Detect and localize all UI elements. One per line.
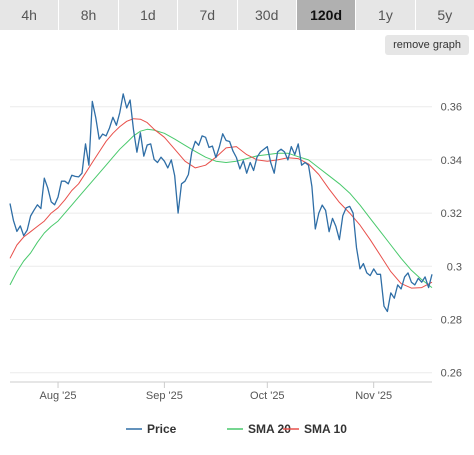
- sma-10-line: [9, 118, 433, 289]
- tab-8h[interactable]: 8h: [59, 0, 119, 30]
- y-tick-label: 0.34: [441, 155, 462, 167]
- timeframe-tabs: 4h 8h 1d 7d 30d 120d 1y 5y: [0, 0, 474, 30]
- y-axis: 0.26 0.28 0.3 0.32 0.34 0.36: [441, 102, 462, 380]
- legend-item-price[interactable]: Price: [147, 422, 177, 436]
- tab-4h[interactable]: 4h: [0, 0, 60, 30]
- tab-1d[interactable]: 1d: [118, 0, 179, 30]
- tab-30d[interactable]: 30d: [237, 0, 297, 30]
- x-tick-label: Aug '25: [40, 390, 77, 402]
- y-tick-label: 0.3: [447, 261, 462, 273]
- remove-graph-button[interactable]: remove graph: [385, 35, 469, 55]
- grid: [10, 106, 432, 374]
- legend-item-sma-10[interactable]: SMA 10: [304, 422, 347, 436]
- tab-120d[interactable]: 120d: [296, 0, 357, 30]
- y-tick-label: 0.32: [441, 208, 462, 220]
- legend-item-sma-20[interactable]: SMA 20: [248, 422, 291, 436]
- y-tick-label: 0.28: [441, 314, 462, 326]
- price-line: [9, 93, 433, 313]
- series-lines: [9, 93, 433, 313]
- tab-5y[interactable]: 5y: [415, 0, 474, 30]
- y-tick-label: 0.36: [441, 102, 462, 114]
- x-axis: Aug '25 Sep '25 Oct '25 Nov '25: [10, 381, 432, 402]
- legend: Price SMA 20 SMA 10: [126, 422, 347, 436]
- x-tick-label: Sep '25: [146, 390, 183, 402]
- tab-7d[interactable]: 7d: [178, 0, 238, 30]
- x-tick-label: Nov '25: [355, 390, 392, 402]
- sma-20-line: [9, 128, 433, 288]
- y-tick-label: 0.26: [441, 368, 462, 380]
- tab-1y[interactable]: 1y: [356, 0, 416, 30]
- x-tick-label: Oct '25: [250, 390, 285, 402]
